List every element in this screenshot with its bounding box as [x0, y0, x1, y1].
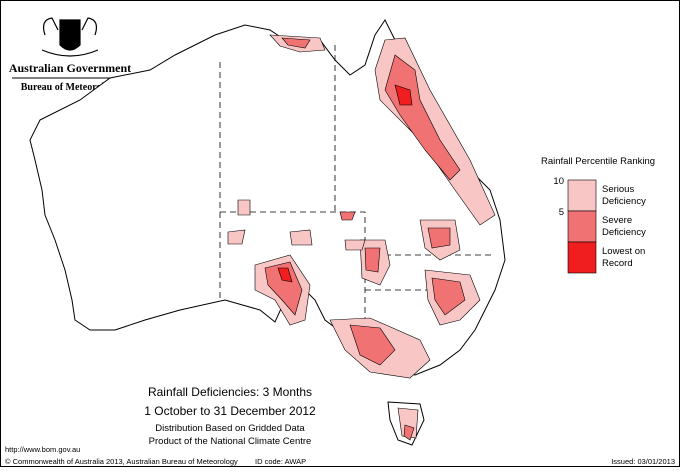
legend-label: Deficiency: [602, 196, 646, 207]
footer-issued: Issued: 03/01/2013: [611, 457, 675, 466]
caption-note: Distribution Based on Gridded Data: [155, 423, 305, 434]
legend-label: Record: [602, 258, 633, 269]
footer-url: http://www.bom.gov.au: [5, 445, 80, 454]
gov-title: Australian Government: [9, 61, 131, 75]
caption-period: 1 October to 31 December 2012: [144, 404, 316, 418]
legend-swatch: [567, 179, 597, 212]
coat-of-arms: [41, 17, 99, 57]
caption-title: Rainfall Deficiencies: 3 Months: [148, 385, 312, 399]
legend-label: Deficiency: [602, 227, 646, 238]
legend-swatch: [567, 210, 597, 243]
legend-tick-label: 5: [559, 207, 564, 218]
legend-label: Lowest on: [602, 246, 645, 257]
legend-title: Rainfall Percentile Ranking: [541, 156, 655, 167]
legend-tick-label: 10: [553, 176, 564, 187]
deficiency-areas: [227, 34, 496, 441]
footer-copyright: © Commonwealth of Australia 2013, Austra…: [5, 457, 238, 466]
legend-label: Serious: [602, 184, 634, 195]
legend-label: Severe: [602, 215, 632, 226]
caption-note: Product of the National Climate Centre: [149, 436, 312, 447]
footer-id: ID code: AWAP: [255, 457, 306, 466]
legend: SeriousDeficiencySevereDeficiencyLowest …: [553, 176, 646, 274]
legend-swatch: [567, 241, 597, 274]
bureau-name: Bureau of Meteorology: [21, 82, 120, 93]
